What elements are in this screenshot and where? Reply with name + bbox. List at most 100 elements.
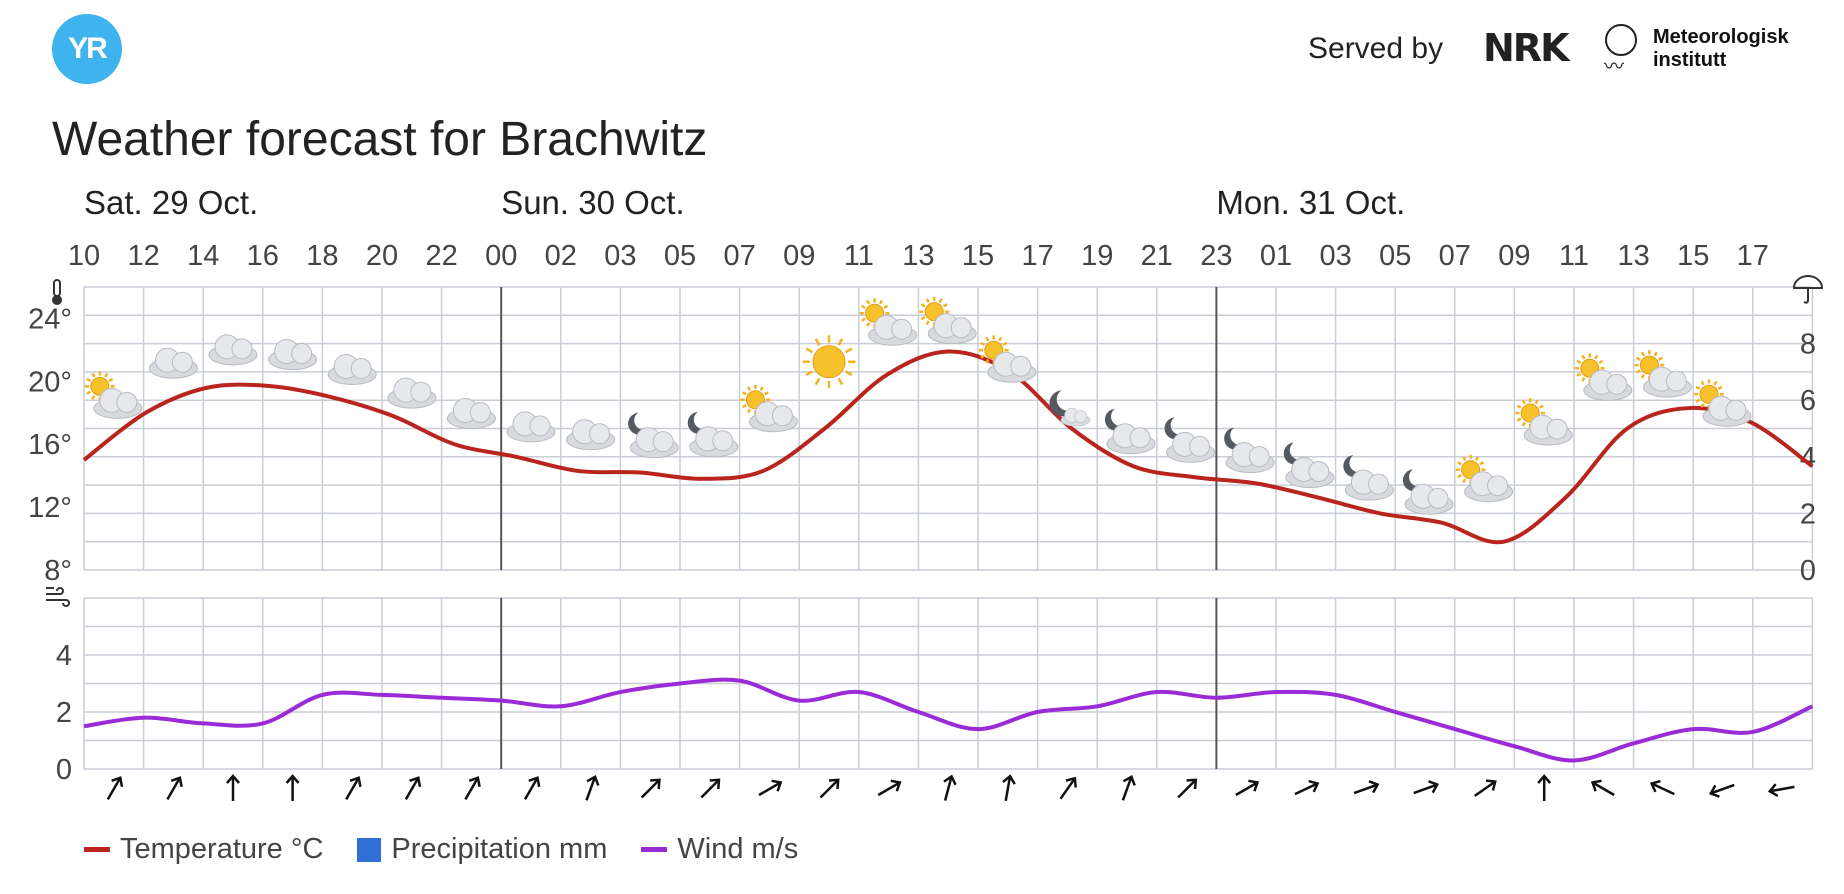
moon-crescent xyxy=(628,412,650,435)
sun-ray xyxy=(1521,421,1526,427)
wind-direction-arrow xyxy=(1235,779,1260,797)
arrow-shaft xyxy=(585,777,596,801)
cloud-icon xyxy=(927,313,977,345)
sun-ray xyxy=(1658,356,1663,361)
arrow-shaft xyxy=(345,777,360,801)
sun-ray xyxy=(1462,478,1467,484)
sun-ray xyxy=(942,303,948,308)
cloud-puff xyxy=(771,405,793,427)
arrow-shaft xyxy=(464,777,479,801)
partly-cloudy-icon xyxy=(859,298,918,346)
arrow-head xyxy=(1308,779,1320,793)
wind-direction-arrow xyxy=(1002,774,1016,802)
legend-wind[interactable]: Wind m/s xyxy=(641,833,798,866)
sun-ray xyxy=(980,354,986,359)
cloud-icon xyxy=(1523,414,1573,446)
cloud-icon xyxy=(1166,431,1216,463)
hour-label: 15 xyxy=(1677,240,1709,272)
sun-ray xyxy=(108,377,114,383)
partly-cloudy-icon xyxy=(84,371,143,419)
met-logo-text[interactable]: Meteorologisk institutt xyxy=(1653,26,1789,72)
wind-series-line xyxy=(83,677,1814,763)
arrow-head xyxy=(1590,779,1602,792)
cloud-icon xyxy=(1583,369,1633,401)
arrow-shaft xyxy=(1059,778,1076,800)
arrow-shaft xyxy=(640,779,660,799)
temperature-tick-label: 24° xyxy=(28,303,72,335)
cloudy-icon xyxy=(387,377,437,409)
sun-ray xyxy=(759,386,764,391)
legend-temperature[interactable]: Temperature °C xyxy=(84,833,323,866)
day-label: Sun. 30 Oct. xyxy=(501,184,684,221)
sun-ray xyxy=(814,377,821,386)
arrow-head xyxy=(468,776,481,788)
wind-direction-arrow xyxy=(464,776,481,801)
clear-night-icon xyxy=(1049,390,1091,427)
cloud-puff xyxy=(291,343,313,365)
yr-logo[interactable]: YR xyxy=(52,14,122,84)
thermometer-bulb xyxy=(52,295,62,305)
arrow-shaft xyxy=(404,777,419,801)
cloud-puff xyxy=(1665,370,1687,392)
wind-icon xyxy=(46,587,70,607)
page-title: Weather forecast for Brachwitz xyxy=(52,113,708,166)
sun-ray xyxy=(1521,399,1526,405)
sun-ray xyxy=(878,299,884,305)
sun-ray xyxy=(1516,404,1522,409)
partly-cloudy-icon xyxy=(1574,353,1633,401)
sun-ray xyxy=(805,347,813,354)
cloud-puff xyxy=(1725,399,1747,421)
cloud-puff xyxy=(652,431,674,453)
cloudy-icon xyxy=(566,419,616,451)
hour-label: 11 xyxy=(1559,240,1589,272)
sun-ray xyxy=(925,298,930,303)
legend-precipitation[interactable]: Precipitation mm xyxy=(357,833,607,866)
clear-sun-icon xyxy=(802,335,856,389)
umbrella-icon xyxy=(1792,275,1824,304)
legend-temperature-swatch xyxy=(84,847,110,852)
legend: Temperature °C Precipitation mm Wind m/s xyxy=(84,833,798,866)
cloud-puff xyxy=(1367,473,1389,495)
wind-tick-label: 2 xyxy=(56,697,72,729)
legend-temperature-label: Temperature °C xyxy=(120,833,324,865)
wind-direction-arrow xyxy=(285,774,300,801)
arrow-head xyxy=(1368,780,1380,794)
cloud-icon xyxy=(1106,423,1156,455)
sun-ray xyxy=(1576,372,1582,377)
sun-ray xyxy=(837,377,844,386)
sun-ray xyxy=(104,372,109,378)
arrow-shaft xyxy=(1413,783,1437,795)
cloudy-icon xyxy=(446,398,496,430)
day-label: Sat. 29 Oct. xyxy=(84,184,258,221)
sun-ray xyxy=(845,370,853,377)
moon-crescent xyxy=(1104,408,1126,431)
arrow-shaft xyxy=(523,777,539,801)
hour-label: 10 xyxy=(68,240,100,272)
partly-cloudy-night-icon xyxy=(1283,442,1335,489)
cloud-icon xyxy=(1060,407,1091,427)
nrk-logo[interactable]: NRK xyxy=(1483,26,1570,70)
cloud-puff xyxy=(1189,435,1211,457)
sun-ray xyxy=(980,341,986,346)
hour-label: 02 xyxy=(545,240,577,272)
wind-direction-arrow xyxy=(700,778,721,799)
sun-ray xyxy=(764,391,769,396)
hour-label: 05 xyxy=(1379,240,1411,272)
sun-ray xyxy=(746,386,752,391)
arrow-shaft xyxy=(166,777,181,801)
arrow-head xyxy=(1537,774,1552,784)
cloud-puff xyxy=(1606,373,1628,395)
cloudy-icon xyxy=(148,347,198,379)
sun-ray xyxy=(1581,354,1586,360)
sun-ray xyxy=(1594,354,1599,360)
sun-ray xyxy=(741,391,747,396)
hour-label: 05 xyxy=(664,240,696,272)
arrow-head xyxy=(1002,774,1016,785)
sun-ray xyxy=(985,358,990,364)
moon-crescent xyxy=(1402,469,1424,492)
arrow-shaft xyxy=(1353,783,1378,795)
sun-ray xyxy=(845,347,853,354)
arrow-shaft xyxy=(819,779,839,799)
cloudy-icon xyxy=(506,411,556,443)
partly-cloudy-icon xyxy=(978,335,1037,383)
